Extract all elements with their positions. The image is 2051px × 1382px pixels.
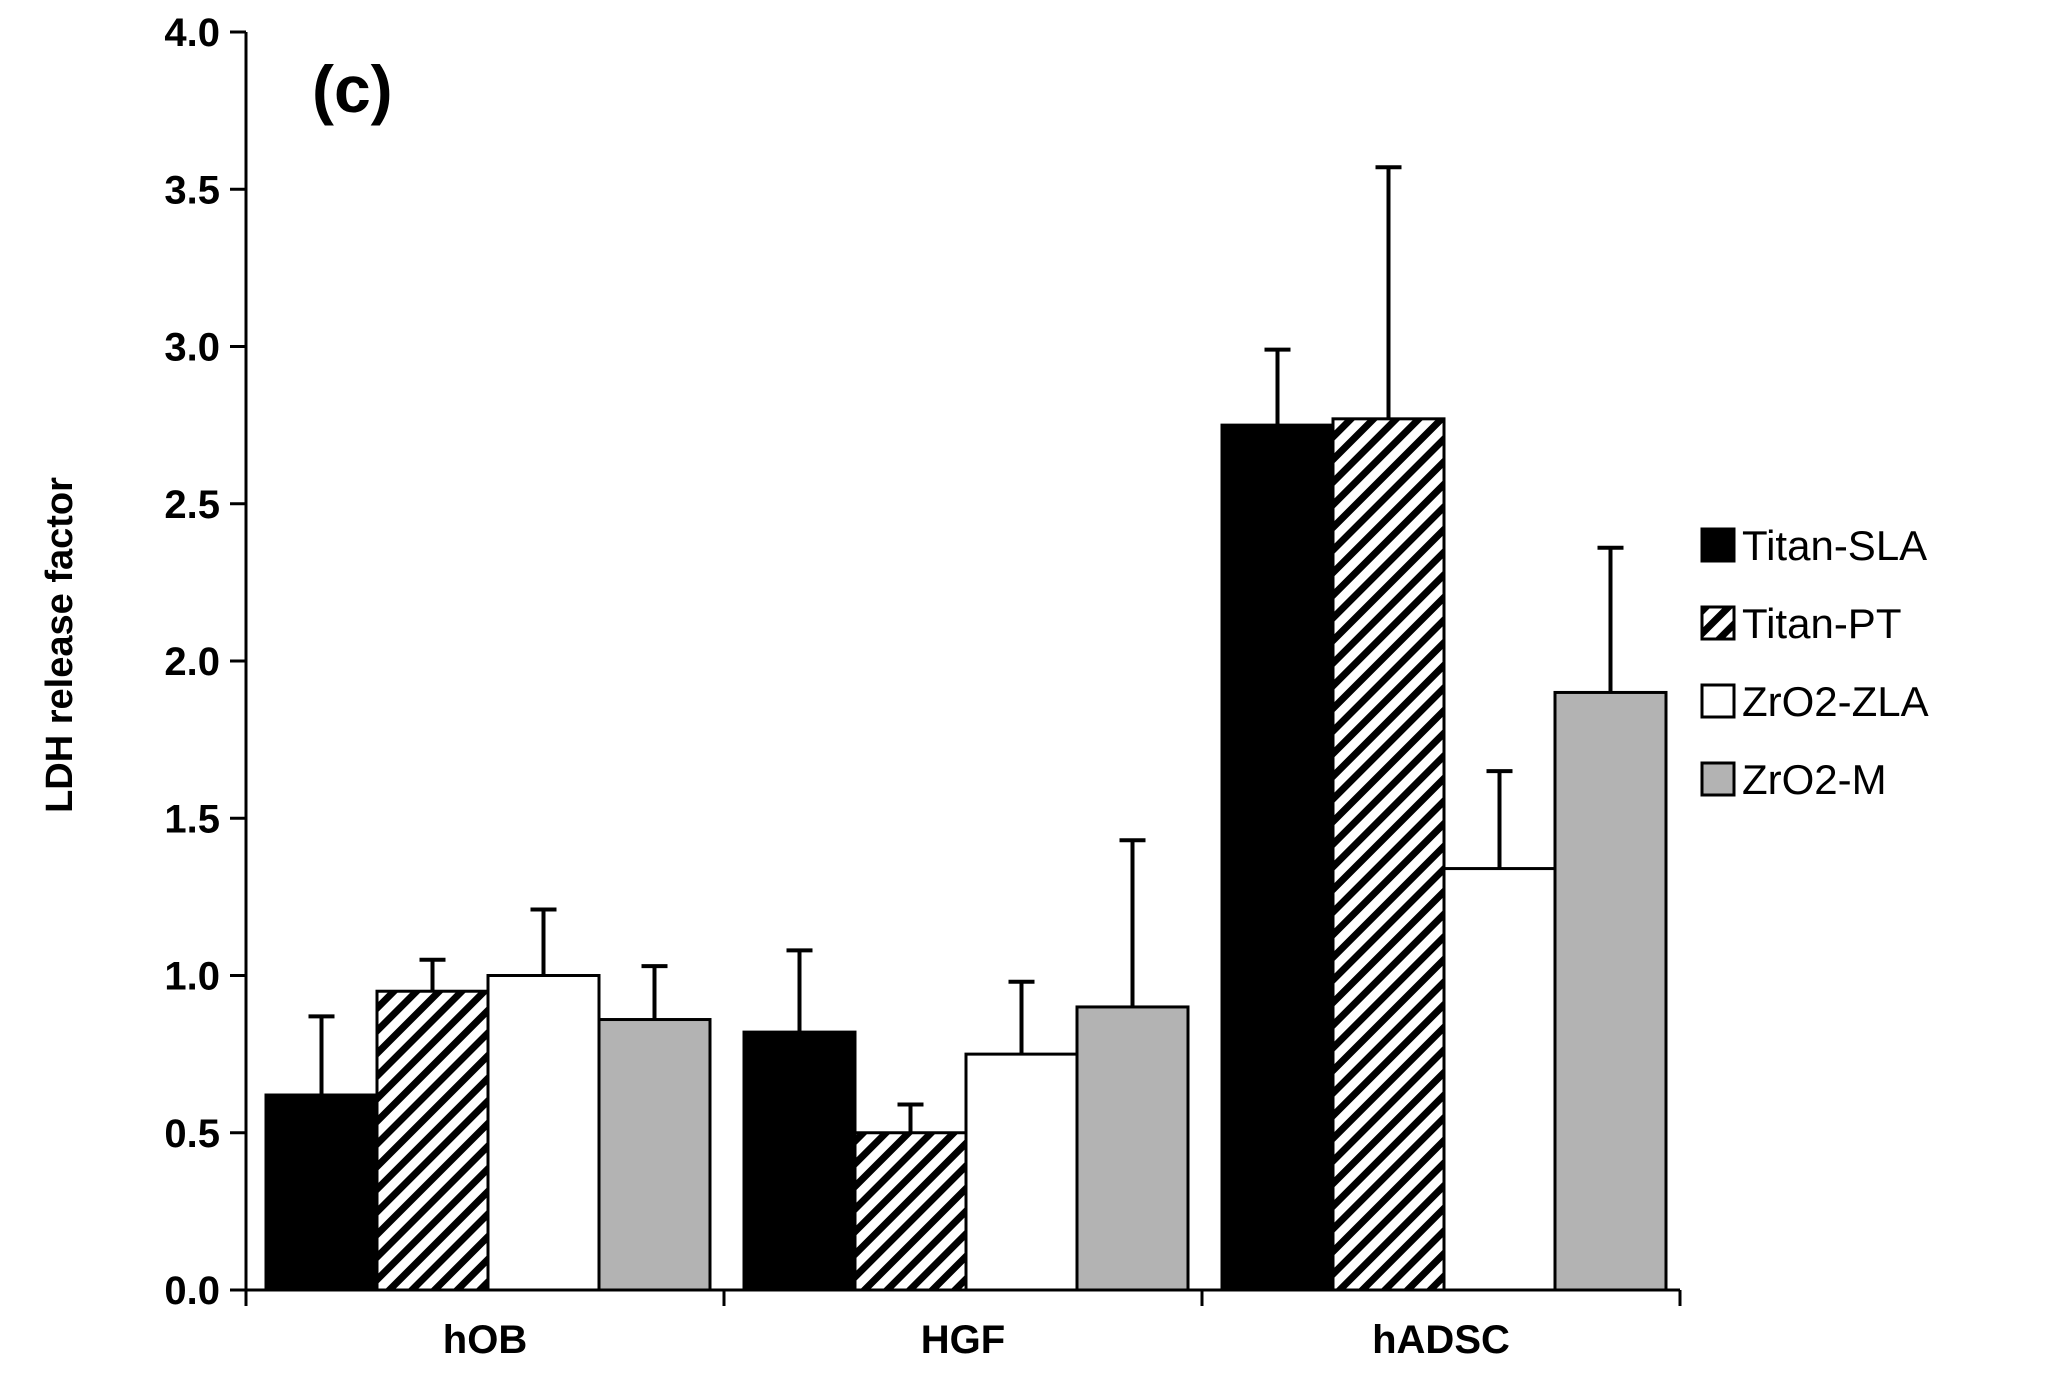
- legend-label: ZrO2-M: [1742, 756, 1887, 803]
- y-tick-label: 3.0: [164, 326, 220, 370]
- bar-HGF-ZrO2-M: [1075, 1005, 1190, 1292]
- y-tick-label: 1.5: [164, 797, 220, 841]
- legend-label: Titan-SLA: [1742, 522, 1927, 569]
- y-tick-label: 1.0: [164, 955, 220, 999]
- y-tick-label: 4.0: [164, 11, 220, 55]
- bar-HGF-Titan-PT: [853, 1131, 968, 1292]
- legend-swatch-ZrO2-ZLA: [1700, 683, 1736, 719]
- legend-swatch-ZrO2-M: [1700, 761, 1736, 797]
- bar-hOB-Titan-SLA: [264, 1093, 379, 1292]
- legend-swatch-Titan-SLA: [1700, 527, 1736, 563]
- bar-hADSC-Titan-SLA: [1220, 423, 1335, 1292]
- bar-hOB-ZrO2-M: [597, 1018, 712, 1292]
- y-tick-label: 3.5: [164, 168, 220, 212]
- bar-hADSC-ZrO2-ZLA: [1442, 867, 1557, 1292]
- bar-hADSC-Titan-PT: [1331, 417, 1446, 1292]
- panel-label: (c): [312, 52, 393, 126]
- legend-label: Titan-PT: [1742, 600, 1901, 647]
- bar-HGF-Titan-SLA: [742, 1030, 857, 1292]
- bar-hOB-ZrO2-ZLA: [486, 974, 601, 1292]
- y-tick-label: 2.0: [164, 640, 220, 684]
- legend-label: ZrO2-ZLA: [1742, 678, 1929, 725]
- x-tick-label: HGF: [921, 1318, 1005, 1362]
- bar-hOB-Titan-PT: [375, 989, 490, 1292]
- y-tick-label: 0.0: [164, 1269, 220, 1313]
- bar-hADSC-ZrO2-M: [1553, 690, 1668, 1292]
- x-tick-label: hADSC: [1372, 1318, 1510, 1362]
- bar-HGF-ZrO2-ZLA: [964, 1052, 1079, 1292]
- y-tick-label: 2.5: [164, 483, 220, 527]
- y-axis-title: LDH release factor: [39, 477, 81, 813]
- x-tick-label: hOB: [443, 1318, 527, 1362]
- legend: Titan-SLA Titan-PT ZrO2-ZLA ZrO2-M: [1700, 522, 1929, 803]
- legend-swatch-Titan-PT: [1700, 605, 1736, 641]
- y-tick-label: 0.5: [164, 1112, 220, 1156]
- plot-area: 0.0 0.5 1.0 1.5 2.0 2.5 3.0 3.5 4.0 hOB HGF hADSC: [164, 11, 1682, 1362]
